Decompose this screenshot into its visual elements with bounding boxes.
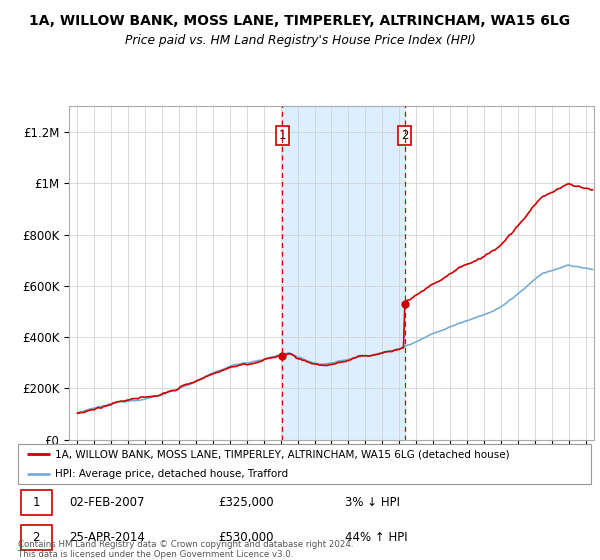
Text: 1: 1 (32, 496, 40, 509)
Text: Contains HM Land Registry data © Crown copyright and database right 2024.
This d: Contains HM Land Registry data © Crown c… (18, 540, 353, 559)
FancyBboxPatch shape (18, 444, 591, 484)
Text: Price paid vs. HM Land Registry's House Price Index (HPI): Price paid vs. HM Land Registry's House … (125, 34, 475, 46)
Text: £530,000: £530,000 (218, 531, 274, 544)
Text: 2: 2 (32, 531, 40, 544)
Text: 1A, WILLOW BANK, MOSS LANE, TIMPERLEY, ALTRINCHAM, WA15 6LG: 1A, WILLOW BANK, MOSS LANE, TIMPERLEY, A… (29, 14, 571, 28)
Text: 02-FEB-2007: 02-FEB-2007 (70, 496, 145, 509)
FancyBboxPatch shape (21, 490, 52, 515)
Bar (282, 106, 404, 440)
Text: 3% ↓ HPI: 3% ↓ HPI (344, 496, 400, 509)
FancyBboxPatch shape (21, 525, 52, 550)
Text: £325,000: £325,000 (218, 496, 274, 509)
Text: 2: 2 (401, 129, 409, 142)
Text: 1: 1 (278, 129, 286, 142)
Text: 25-APR-2014: 25-APR-2014 (70, 531, 145, 544)
Text: HPI: Average price, detached house, Trafford: HPI: Average price, detached house, Traf… (55, 469, 289, 479)
Text: 44% ↑ HPI: 44% ↑ HPI (344, 531, 407, 544)
Text: 1A, WILLOW BANK, MOSS LANE, TIMPERLEY, ALTRINCHAM, WA15 6LG (detached house): 1A, WILLOW BANK, MOSS LANE, TIMPERLEY, A… (55, 449, 510, 459)
